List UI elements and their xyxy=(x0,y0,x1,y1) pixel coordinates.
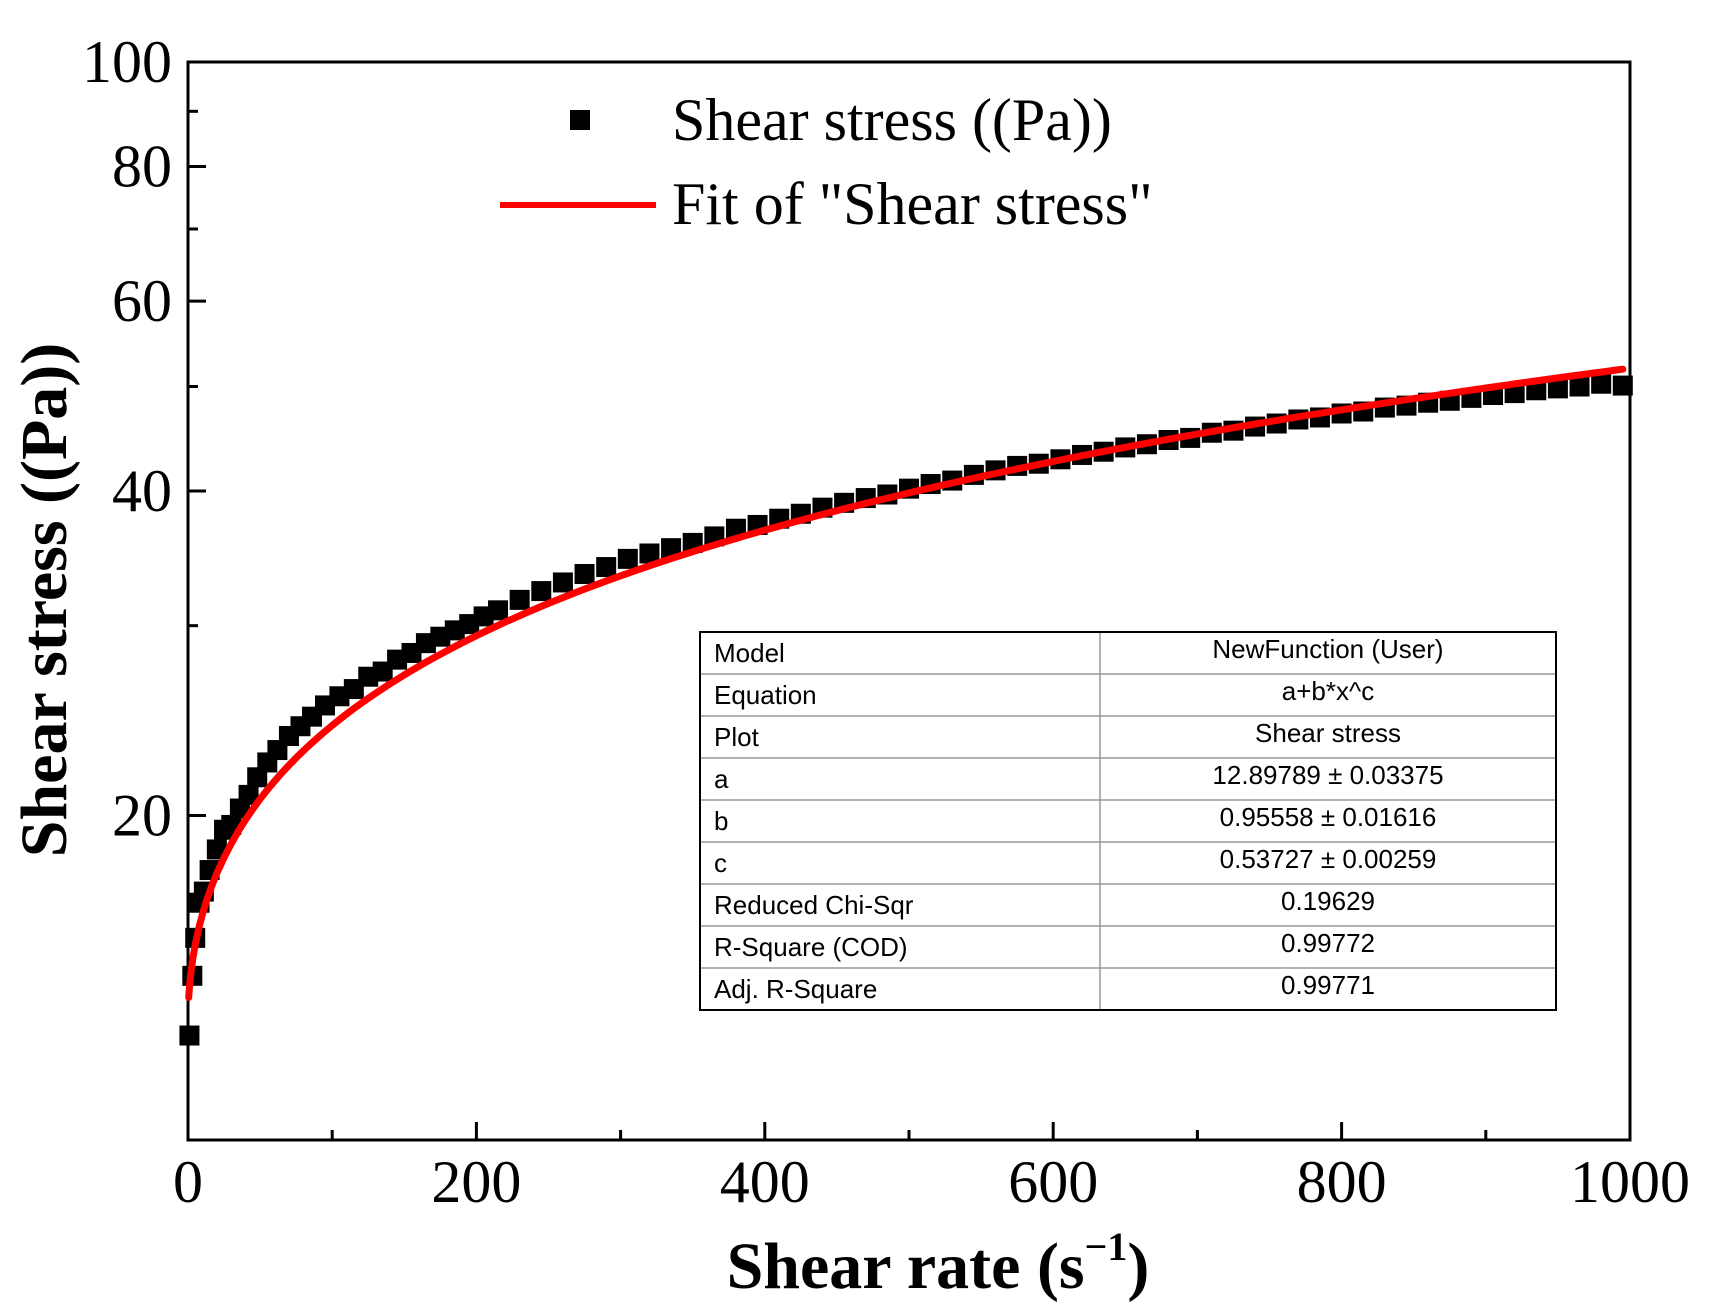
data-point xyxy=(639,543,660,564)
table-row-label: Reduced Chi-Sqr xyxy=(714,890,914,920)
legend-label-scatter: Shear stress ((Pa)) xyxy=(672,87,1112,153)
x-axis-title: Shear rate (s−1) xyxy=(727,1224,1150,1303)
fit-line-series xyxy=(185,365,1627,1001)
table-row-label: Adj. R-Square xyxy=(714,974,877,1004)
fit-results-table: Model NewFunction (User) Equation a+b*x^c Pl… xyxy=(699,631,1557,1011)
fit-line xyxy=(185,365,1627,1001)
x-axis-ticks: 0 200 400 600 800 1000 xyxy=(173,1122,1690,1215)
data-point xyxy=(596,557,617,578)
legend-label-fit: Fit of "Shear stress" xyxy=(672,171,1153,237)
data-point xyxy=(552,572,573,593)
table-row-value: a+b*x^c xyxy=(1282,676,1374,706)
table-row-value: 0.53727 ± 0.00259 xyxy=(1220,844,1437,874)
table-row-label: b xyxy=(714,806,728,836)
data-point xyxy=(661,538,682,559)
y-tick-label: 60 xyxy=(112,268,172,334)
data-point xyxy=(1612,375,1633,396)
x-tick-label: 1000 xyxy=(1570,1149,1690,1215)
data-point xyxy=(509,589,530,610)
table-row-label: c xyxy=(714,848,727,878)
x-tick-label: 600 xyxy=(1008,1149,1098,1215)
table-row-value: 0.19629 xyxy=(1281,886,1375,916)
table-row-value: 12.89789 ± 0.03375 xyxy=(1212,760,1443,790)
y-axis-ticks: 20 40 60 80 100 xyxy=(82,29,206,1142)
y-tick-label: 100 xyxy=(82,29,172,95)
table-row-label: a xyxy=(714,764,729,794)
data-point xyxy=(1526,380,1547,401)
table-row-value: 0.99771 xyxy=(1281,970,1375,1000)
data-point xyxy=(488,600,509,621)
table-row-label: Equation xyxy=(714,680,817,710)
data-point xyxy=(1547,378,1568,399)
data-point xyxy=(617,548,638,569)
table-row-value: NewFunction (User) xyxy=(1212,634,1443,664)
data-point xyxy=(238,784,259,805)
table-row-label: Model xyxy=(714,638,785,668)
x-tick-label: 400 xyxy=(720,1149,810,1215)
legend-marker-scatter xyxy=(570,110,590,130)
data-point xyxy=(1569,376,1590,397)
legend: Shear stress ((Pa)) Fit of "Shear stress… xyxy=(500,87,1153,237)
table-row-value: 0.95558 ± 0.01616 xyxy=(1220,802,1437,832)
data-point xyxy=(531,581,552,602)
table-border xyxy=(699,631,1557,1011)
y-tick-label: 40 xyxy=(112,458,172,524)
table-background xyxy=(700,632,1556,1010)
y-tick-label: 80 xyxy=(112,133,172,199)
table-row-label: R-Square (COD) xyxy=(714,932,908,962)
table-row-value: 0.99772 xyxy=(1281,928,1375,958)
data-point xyxy=(574,564,595,585)
data-point xyxy=(179,1025,200,1046)
y-tick-label: 20 xyxy=(112,782,172,848)
data-point xyxy=(1591,373,1612,394)
x-tick-label: 0 xyxy=(173,1149,203,1215)
y-axis-title: Shear stress ((Pa)) xyxy=(8,343,81,857)
x-tick-label: 200 xyxy=(431,1149,521,1215)
x-tick-label: 800 xyxy=(1297,1149,1387,1215)
table-row-value: Shear stress xyxy=(1255,718,1401,748)
table-row-label: Plot xyxy=(714,722,760,752)
